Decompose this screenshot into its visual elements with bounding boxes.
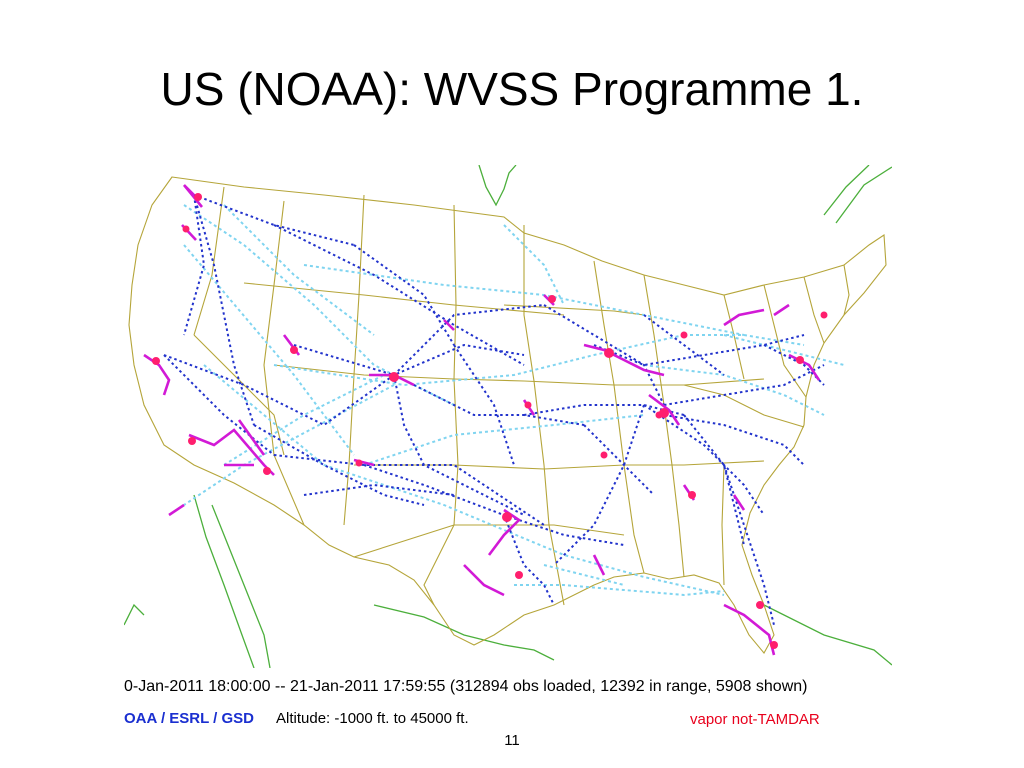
- hub-detroit: [680, 331, 688, 339]
- hub-orlando: [756, 601, 764, 609]
- hub-kansas-city: [524, 401, 532, 409]
- hub-denver: [389, 372, 399, 382]
- hub-salt-lake: [290, 346, 298, 354]
- hub-chicago: [604, 348, 614, 358]
- flight-track-map: [124, 165, 892, 668]
- descent-tracks: [143, 184, 821, 656]
- hub-portland: [182, 225, 190, 233]
- hub-albuquerque: [355, 459, 363, 467]
- foreign-coastline: [124, 165, 892, 668]
- high-altitude-tracks: [163, 194, 825, 626]
- low-altitude-tracks: [183, 204, 845, 597]
- hub-san-francisco: [152, 357, 160, 365]
- legend-label: vapor not-TAMDAR: [690, 711, 820, 728]
- hub-minneapolis: [548, 295, 556, 303]
- hub-houston: [515, 571, 523, 579]
- org-label: OAA / ESRL / GSD: [124, 710, 255, 727]
- page-number: 11: [504, 732, 520, 749]
- hub-miami: [770, 641, 778, 649]
- hub-new-york: [796, 356, 804, 364]
- hub-memphis: [600, 451, 608, 459]
- hub-seattle: [194, 193, 202, 201]
- hub-atlanta: [688, 491, 696, 499]
- hub-boston: [820, 311, 828, 319]
- map-caption: 0-Jan-2011 18:00:00 -- 21-Jan-2011 17:59…: [124, 678, 808, 695]
- hub-phoenix: [263, 467, 271, 475]
- hub-dallas: [502, 512, 512, 522]
- airport-hubs: [152, 193, 828, 649]
- hub-louisville: [659, 408, 669, 418]
- altitude-label: Altitude: -1000 ft. to 45000 ft.: [276, 710, 469, 727]
- hub-los-angeles: [188, 437, 196, 445]
- slide-title: US (NOAA): WVSS Programme 1.: [160, 63, 864, 115]
